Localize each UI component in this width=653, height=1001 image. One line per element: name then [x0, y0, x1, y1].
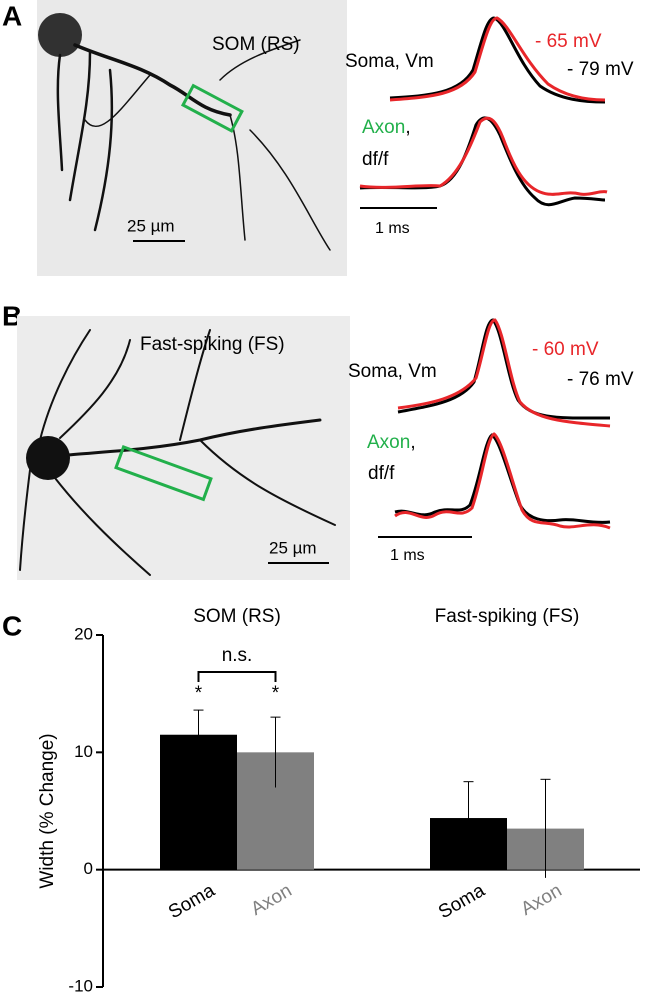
- series-label: Axon: [247, 880, 295, 920]
- scale-label: 25 µm: [269, 538, 317, 557]
- panel-letter: C: [2, 610, 22, 641]
- y-axis-label: Width (% Change): [37, 733, 58, 888]
- trace: [397, 318, 611, 428]
- roi-box: [114, 445, 213, 502]
- comma: ,: [405, 117, 410, 138]
- soma-label: Soma, Vm: [345, 51, 434, 72]
- group-label: Fast-spiking (FS): [435, 606, 580, 627]
- y-tick-label: 20: [74, 624, 93, 643]
- axon-word: Axon: [367, 432, 410, 453]
- soma-label: Soma, Vm: [348, 361, 437, 382]
- axon-unit: df/f: [362, 149, 389, 170]
- cell-label: SOM (RS): [212, 34, 300, 55]
- panel-letter: A: [2, 0, 22, 31]
- time-label: 1 ms: [375, 220, 410, 237]
- annotation: *: [195, 683, 203, 704]
- scale-label: 25 µm: [127, 216, 175, 235]
- time-label: 1 ms: [390, 547, 425, 564]
- y-tick-label: 0: [84, 859, 93, 878]
- group-label: SOM (RS): [193, 606, 281, 627]
- voltage-label: - 79 mV: [567, 59, 634, 80]
- series-label: Axon: [517, 880, 565, 920]
- bracket: [197, 671, 277, 682]
- axon-label: Axon,: [362, 117, 411, 138]
- y-tick-label: 10: [74, 742, 93, 761]
- trace: [359, 116, 608, 196]
- trace: [389, 16, 606, 102]
- annotation: *: [272, 683, 280, 704]
- cell-label: Fast-spiking (FS): [140, 334, 285, 355]
- axon-word: Axon: [362, 117, 405, 138]
- axon-unit: df/f: [368, 463, 395, 484]
- voltage-label: - 65 mV: [535, 31, 602, 52]
- micrograph: [17, 316, 350, 580]
- comma: ,: [410, 432, 415, 453]
- trace: [394, 432, 611, 530]
- y-tick-label: -10: [68, 976, 93, 995]
- axon-label: Axon,: [367, 432, 416, 453]
- roi-box: [180, 83, 244, 133]
- bar-chart: -10 0 10 20 SOM (RS) Soma Axon Fast-spiking (FS…: [68, 606, 640, 995]
- annotation: n.s.: [222, 645, 253, 666]
- series-label: Soma: [435, 880, 489, 923]
- micrograph: [37, 0, 347, 276]
- series-label: Soma: [165, 880, 219, 923]
- voltage-label: - 76 mV: [567, 369, 634, 390]
- voltage-label: - 60 mV: [532, 339, 599, 360]
